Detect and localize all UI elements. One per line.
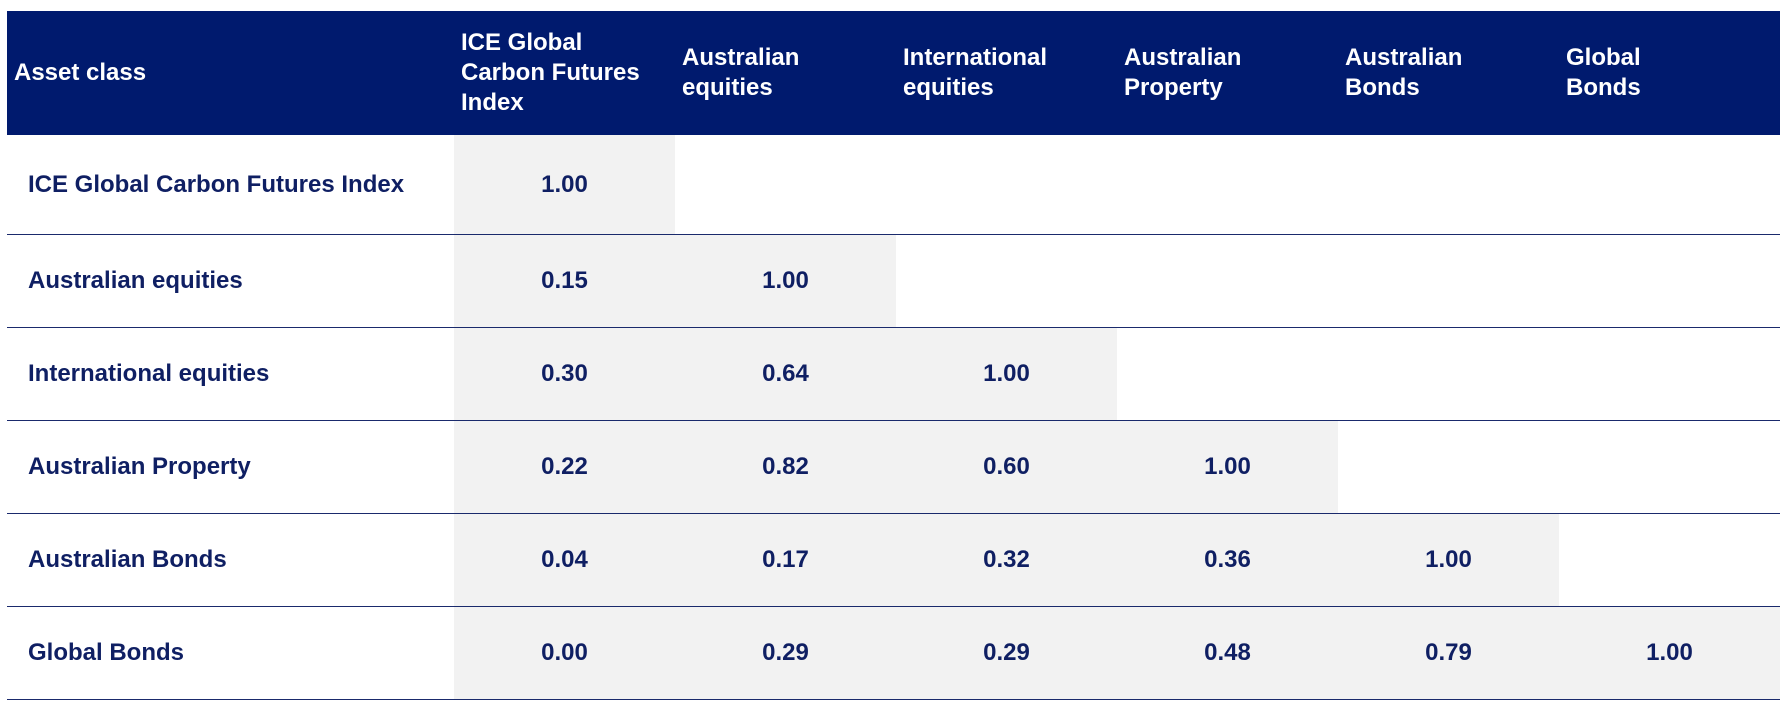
table-cell: 1.00 (1559, 607, 1780, 699)
correlation-table: Asset class ICE Global Carbon Futures In… (7, 11, 1780, 700)
table-cell (1559, 328, 1780, 420)
column-header-australian-equities: Australian equities (682, 44, 800, 101)
table-cell: 1.00 (454, 135, 675, 234)
table-cell: 0.48 (1117, 607, 1338, 699)
table-cell (896, 135, 1117, 234)
table-row: Australian Property 0.22 0.82 0.60 1.00 (7, 421, 1780, 514)
table-cell: 1.00 (1117, 421, 1338, 513)
table-row: Australian equities 0.15 1.00 (7, 235, 1780, 328)
table-cell (1559, 135, 1780, 234)
column-header-global-bonds: Global Bonds (1566, 44, 1641, 101)
table-cell (1559, 421, 1780, 513)
table-cell: 0.17 (675, 514, 896, 606)
table-cell: 0.15 (454, 235, 675, 327)
row-label: ICE Global Carbon Futures Index (28, 170, 405, 198)
table-cell (1117, 135, 1338, 234)
table-cell (1338, 135, 1559, 234)
table-cell (1559, 514, 1780, 606)
table-cell (1338, 328, 1559, 420)
table-cell (1117, 235, 1338, 327)
table-cell: 0.60 (896, 421, 1117, 513)
table-cell: 0.36 (1117, 514, 1338, 606)
table-row: International equities 0.30 0.64 1.00 (7, 328, 1780, 421)
table-cell: 0.64 (675, 328, 896, 420)
table-cell: 0.82 (675, 421, 896, 513)
table-cell: 0.04 (454, 514, 675, 606)
table-cell: 0.32 (896, 514, 1117, 606)
row-label: Australian Property (28, 453, 251, 480)
table-cell: 0.00 (454, 607, 675, 699)
table-cell: 0.30 (454, 328, 675, 420)
row-label: Australian Bonds (28, 546, 227, 573)
table-cell (1559, 235, 1780, 327)
table-row: ICE Global Carbon Futures Index 1.00 (7, 135, 1780, 235)
column-header-international-equities: International equities (903, 44, 1048, 101)
table-header: Asset class ICE Global Carbon Futures In… (7, 11, 1780, 135)
table-cell: 1.00 (896, 328, 1117, 420)
table-cell: 0.79 (1338, 607, 1559, 699)
column-header-australian-bonds: Australian Bonds (1345, 44, 1463, 101)
table-cell (1338, 235, 1559, 327)
table-cell: 0.29 (896, 607, 1117, 699)
table-cell: 0.29 (675, 607, 896, 699)
column-header-australian-property: Australian Property (1124, 44, 1242, 101)
table-cell (675, 135, 896, 234)
table-row: Global Bonds 0.00 0.29 0.29 0.48 0.79 1.… (7, 607, 1780, 700)
column-header-asset-class: Asset class (14, 59, 147, 86)
row-label: International equities (28, 360, 270, 387)
table-cell (896, 235, 1117, 327)
table-cell: 0.22 (454, 421, 675, 513)
table-cell: 1.00 (675, 235, 896, 327)
table-cell (1117, 328, 1338, 420)
table-cell (1338, 421, 1559, 513)
table-row: Australian Bonds 0.04 0.17 0.32 0.36 1.0… (7, 514, 1780, 607)
row-label: Global Bonds (28, 639, 184, 666)
row-label: Australian equities (28, 267, 243, 294)
column-header-ice-global-carbon-futures-index: ICE Global Carbon Futures Index (461, 29, 640, 116)
table-cell: 1.00 (1338, 514, 1559, 606)
